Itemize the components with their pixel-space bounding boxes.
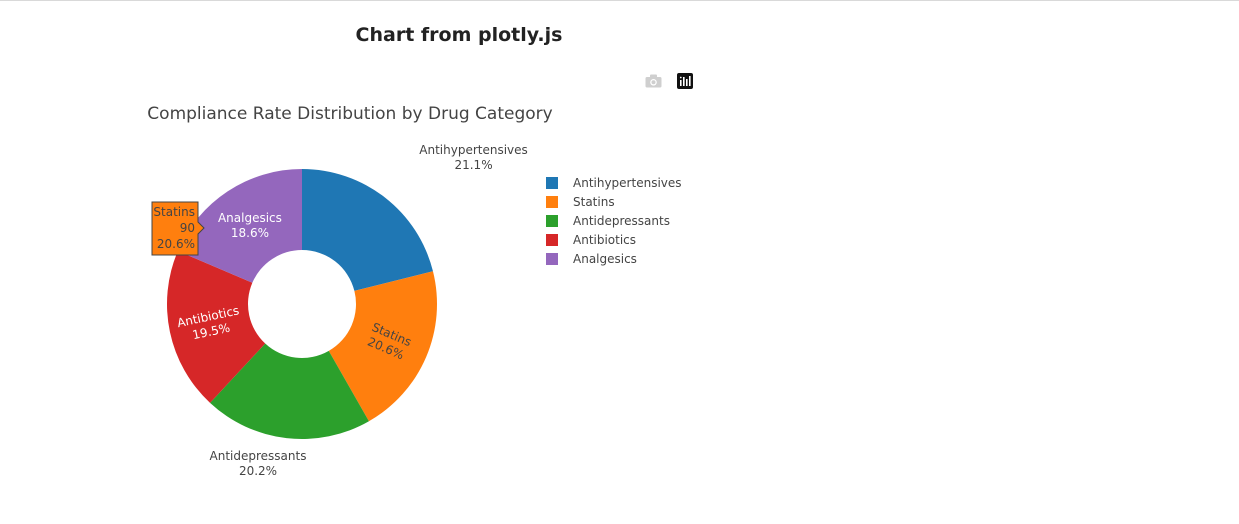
legend-item-antihypertensives[interactable]: Antihypertensives xyxy=(546,176,682,190)
slice-label-antihypertensives: Antihypertensives 21.1% xyxy=(419,143,528,172)
legend-swatch xyxy=(546,177,558,189)
page-title: Chart from plotly.js xyxy=(355,24,563,46)
legend-item-analgesics[interactable]: Analgesics xyxy=(546,252,637,266)
legend: Antihypertensives Statins Antidepressants A… xyxy=(546,176,682,266)
tooltip-line: Statins xyxy=(153,205,195,219)
legend-label: Analgesics xyxy=(573,252,637,266)
legend-label: Antibiotics xyxy=(573,233,636,247)
slice-antihypertensives[interactable] xyxy=(302,169,433,291)
tooltip-box xyxy=(151,201,205,256)
legend-swatch xyxy=(546,196,558,208)
hover-tooltip: Statins 90 20.6% xyxy=(151,201,205,256)
chart-title: Compliance Rate Distribution by Drug Cat… xyxy=(147,104,552,124)
slice-label-antidepressants: Antidepressants 20.2% xyxy=(210,449,307,478)
legend-label: Statins xyxy=(573,195,615,209)
modebar xyxy=(644,72,694,90)
legend-swatch xyxy=(546,215,558,227)
slice-labels: Antihypertensives 21.1%Statins20.6%Antide… xyxy=(176,143,528,478)
top-border xyxy=(0,0,1239,1)
donut-slices xyxy=(166,169,437,439)
tooltip-line: 20.6% xyxy=(157,237,195,251)
slice-analgesics[interactable] xyxy=(177,169,302,283)
legend-swatch xyxy=(546,253,558,265)
legend-item-antibiotics[interactable]: Antibiotics xyxy=(546,233,636,247)
legend-item-antidepressants[interactable]: Antidepressants xyxy=(546,214,670,228)
camera-icon[interactable] xyxy=(644,72,662,90)
tooltip-line: 90 xyxy=(180,221,195,235)
legend-item-statins[interactable]: Statins xyxy=(546,195,615,209)
plotly-logo-icon[interactable] xyxy=(676,72,694,90)
legend-label: Antidepressants xyxy=(573,214,670,228)
legend-swatch xyxy=(546,234,558,246)
legend-label: Antihypertensives xyxy=(573,176,682,190)
slice-antidepressants[interactable] xyxy=(210,343,369,439)
slice-label-analgesics: Analgesics 18.6% xyxy=(218,211,282,240)
slice-statins[interactable] xyxy=(328,271,437,422)
slice-antibiotics[interactable] xyxy=(166,250,266,403)
